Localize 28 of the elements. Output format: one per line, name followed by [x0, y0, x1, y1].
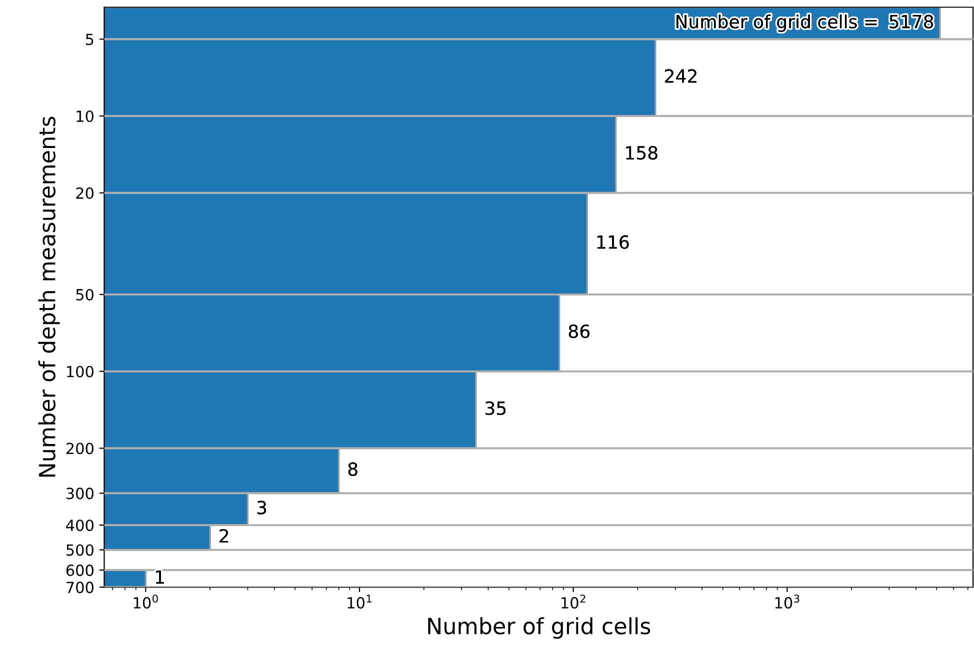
- data-label: 116: [597, 235, 629, 249]
- y-tick-label: 10: [76, 110, 94, 122]
- y-tick-label: 500: [66, 544, 94, 556]
- data-label: 3: [257, 500, 266, 514]
- x-axis-title: Number of grid cells: [428, 617, 650, 639]
- x-tick-label: 10$^{1}$: [348, 594, 372, 609]
- data-label: 5178: [890, 14, 934, 28]
- y-axis-title: Number of depth measurements: [38, 116, 60, 477]
- data-label: 2: [220, 529, 228, 542]
- y-tick-label: 400: [66, 520, 94, 532]
- y-tick-label: 300: [66, 488, 94, 500]
- data-label: 242: [665, 69, 696, 83]
- data-label: 86: [568, 324, 590, 338]
- x-tick-label: 10$^{0}$: [134, 594, 158, 609]
- annotation: Number of grid cells =: [676, 14, 877, 32]
- data-label: 1: [156, 570, 164, 584]
- y-tick-label: 600: [66, 564, 94, 576]
- y-tick-label: 100: [67, 366, 94, 378]
- data-label: 158: [626, 146, 658, 160]
- y-tick-label: 5: [86, 34, 94, 46]
- data-label: 8: [348, 462, 358, 476]
- x-tick-label: 10$^{3}$: [775, 594, 800, 609]
- x-tick-label: 10$^{2}$: [562, 594, 586, 609]
- data-label: 35: [486, 401, 506, 416]
- y-tick-label: 200: [66, 442, 94, 454]
- y-tick-label: 20: [76, 187, 94, 199]
- y-tick-label: 50: [76, 288, 94, 301]
- y-tick-label: 700: [66, 582, 94, 594]
